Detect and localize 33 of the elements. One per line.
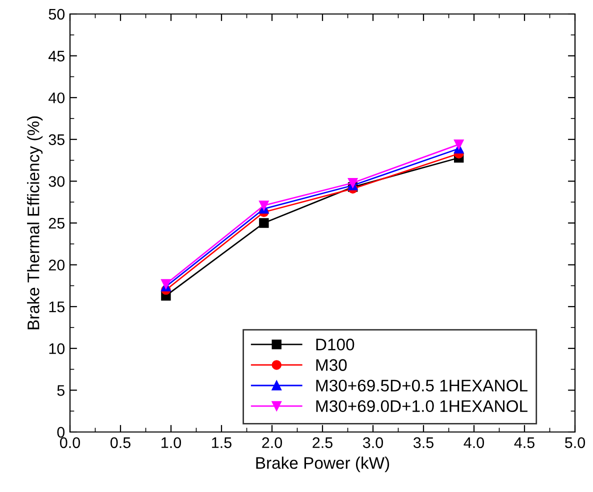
legend-label: D100	[316, 338, 354, 350]
point	[348, 178, 358, 188]
point	[259, 200, 269, 210]
y-tick-label: 35	[48, 134, 64, 146]
x-tick-label: 0.0	[60, 437, 80, 448]
y-tick-label: 45	[48, 50, 64, 62]
x-tick-label: 4.5	[514, 437, 534, 448]
y-tick-label: 30	[48, 176, 65, 187]
y-tick-label: 0	[57, 426, 65, 438]
y-tick-label: 15	[49, 302, 64, 312]
y-axis-title: Brake Thermal Efficiency (%)	[27, 116, 43, 330]
legend-label: M30+69.0D+1.0 1HEXANOL	[316, 400, 528, 412]
x-tick-label: 2.0	[262, 437, 282, 448]
y-tick-label: 10	[49, 343, 65, 354]
x-axis-title: Brake Power (kW)	[256, 456, 390, 472]
x-tick-label: 3.0	[362, 437, 384, 448]
point	[454, 140, 464, 150]
x-tick-label: 1.0	[162, 437, 182, 448]
point	[161, 279, 171, 289]
x-tick-label: 5.0	[564, 437, 586, 448]
legend-label: M30+69.5D+0.5 1HEXANOL	[316, 380, 528, 392]
x-tick-label: 4.0	[464, 437, 484, 448]
x-tick-label: 3.5	[413, 437, 434, 448]
point	[259, 218, 269, 228]
y-tick-label: 25	[48, 218, 64, 229]
y-tick-label: 40	[48, 92, 65, 104]
x-tick-label: 0.5	[110, 437, 130, 448]
x-tick-label: 2.5	[312, 437, 332, 448]
y-tick-label: 50	[48, 8, 65, 20]
x-tick-label: 1.5	[212, 437, 232, 448]
y-tick-label: 20	[48, 260, 65, 270]
y-tick-label: 5	[57, 385, 64, 396]
legend-label: M30	[316, 359, 347, 371]
